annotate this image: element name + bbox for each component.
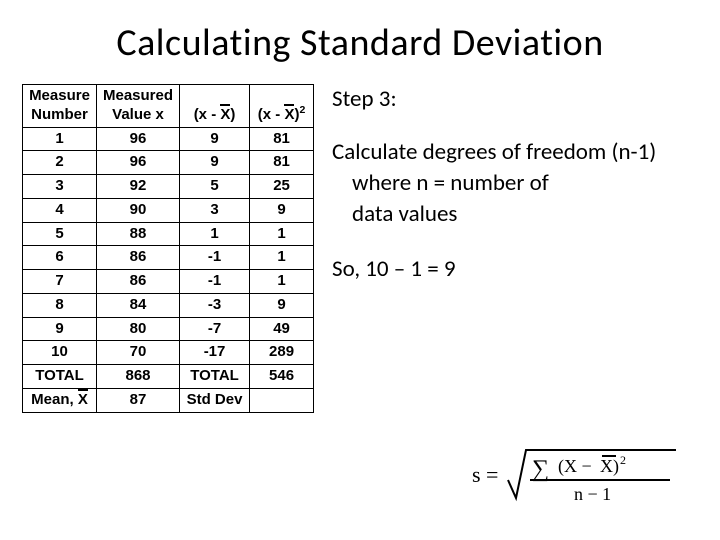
data-table: Measure Number Measured Value x (x - X) … bbox=[22, 84, 314, 413]
table-row: 1070-17289 bbox=[23, 341, 314, 365]
table-row: 49039 bbox=[23, 198, 314, 222]
table-row: 296981 bbox=[23, 151, 314, 175]
table-cell: TOTAL bbox=[180, 365, 250, 389]
table-cell: 84 bbox=[97, 293, 180, 317]
table-cell: 86 bbox=[97, 270, 180, 294]
step-label: Step 3: bbox=[332, 84, 656, 115]
table-row-total: TOTAL868TOTAL546 bbox=[23, 365, 314, 389]
content-row: Measure Number Measured Value x (x - X) … bbox=[0, 84, 720, 413]
formula-exp: 2 bbox=[620, 453, 626, 467]
table-cell: 88 bbox=[97, 222, 180, 246]
table-row-mean: Mean, X87Std Dev bbox=[23, 388, 314, 412]
table-cell: -1 bbox=[180, 246, 250, 270]
table-cell: TOTAL bbox=[23, 365, 97, 389]
formula-s: s = bbox=[472, 462, 498, 487]
table-cell: 81 bbox=[250, 127, 314, 151]
table-cell: 96 bbox=[97, 127, 180, 151]
table-cell: 6 bbox=[23, 246, 97, 270]
table-cell: Std Dev bbox=[180, 388, 250, 412]
table-cell: 289 bbox=[250, 341, 314, 365]
table-cell: 9 bbox=[23, 317, 97, 341]
table-cell: -7 bbox=[180, 317, 250, 341]
table-row: 980-749 bbox=[23, 317, 314, 341]
table-cell: -17 bbox=[180, 341, 250, 365]
table-cell: 9 bbox=[180, 127, 250, 151]
table-cell: 96 bbox=[97, 151, 180, 175]
table-row: 686-11 bbox=[23, 246, 314, 270]
hdr-measure-number: Measure Number bbox=[23, 85, 97, 128]
table-cell: 8 bbox=[23, 293, 97, 317]
table-cell bbox=[250, 388, 314, 412]
table-row: 196981 bbox=[23, 127, 314, 151]
table-cell: -3 bbox=[180, 293, 250, 317]
table-row: 392525 bbox=[23, 175, 314, 199]
table-cell: 3 bbox=[23, 175, 97, 199]
table-cell: 5 bbox=[23, 222, 97, 246]
formula-num-open: (X − bbox=[558, 456, 592, 477]
table-cell: 70 bbox=[97, 341, 180, 365]
table-row: 786-11 bbox=[23, 270, 314, 294]
line-degrees: Calculate degrees of freedom (n-1) bbox=[332, 137, 656, 168]
table-cell: 49 bbox=[250, 317, 314, 341]
table-cell: 81 bbox=[250, 151, 314, 175]
table-body: 1969812969813925254903958811686-11786-11… bbox=[23, 127, 314, 412]
table-cell: 4 bbox=[23, 198, 97, 222]
table-cell: 7 bbox=[23, 270, 97, 294]
table-cell: 9 bbox=[250, 198, 314, 222]
hdr-deviation: (x - X) bbox=[180, 85, 250, 128]
table-cell: 9 bbox=[180, 151, 250, 175]
hdr-measured-value: Measured Value x bbox=[97, 85, 180, 128]
para-result: So, 10 – 1 = 9 bbox=[332, 254, 656, 285]
table-cell: 3 bbox=[180, 198, 250, 222]
table-cell: 25 bbox=[250, 175, 314, 199]
table-cell: 80 bbox=[97, 317, 180, 341]
table-row: 58811 bbox=[23, 222, 314, 246]
data-table-wrap: Measure Number Measured Value x (x - X) … bbox=[22, 84, 314, 413]
formula-num-xbar: X) bbox=[600, 456, 619, 477]
sigma-icon: ∑ bbox=[532, 456, 549, 482]
table-cell: 86 bbox=[97, 246, 180, 270]
line-where-b: data values bbox=[332, 199, 656, 230]
table-cell: 5 bbox=[180, 175, 250, 199]
line-where-a: where n = number of bbox=[332, 168, 656, 199]
table-cell: Mean, X bbox=[23, 388, 97, 412]
formula-den: n − 1 bbox=[574, 484, 611, 504]
table-cell: 87 bbox=[97, 388, 180, 412]
table-cell: 1 bbox=[23, 127, 97, 151]
formula-image: s = ∑ (X − X) 2 n − 1 bbox=[470, 440, 680, 510]
table-cell: 90 bbox=[97, 198, 180, 222]
table-row: 884-39 bbox=[23, 293, 314, 317]
table-cell: -1 bbox=[180, 270, 250, 294]
table-cell: 1 bbox=[250, 270, 314, 294]
table-cell: 9 bbox=[250, 293, 314, 317]
table-cell: 1 bbox=[180, 222, 250, 246]
table-cell: 868 bbox=[97, 365, 180, 389]
page-title: Calculating Standard Deviation bbox=[0, 0, 720, 84]
table-cell: 2 bbox=[23, 151, 97, 175]
table-cell: 1 bbox=[250, 222, 314, 246]
table-cell: 546 bbox=[250, 365, 314, 389]
hdr-deviation-sq: (x - X)2 bbox=[250, 85, 314, 128]
table-cell: 1 bbox=[250, 246, 314, 270]
table-header-row: Measure Number Measured Value x (x - X) … bbox=[23, 85, 314, 128]
para-degrees: Calculate degrees of freedom (n-1) where… bbox=[332, 137, 656, 230]
table-cell: 92 bbox=[97, 175, 180, 199]
explanation-text: Step 3: Calculate degrees of freedom (n-… bbox=[314, 84, 656, 413]
table-cell: 10 bbox=[23, 341, 97, 365]
